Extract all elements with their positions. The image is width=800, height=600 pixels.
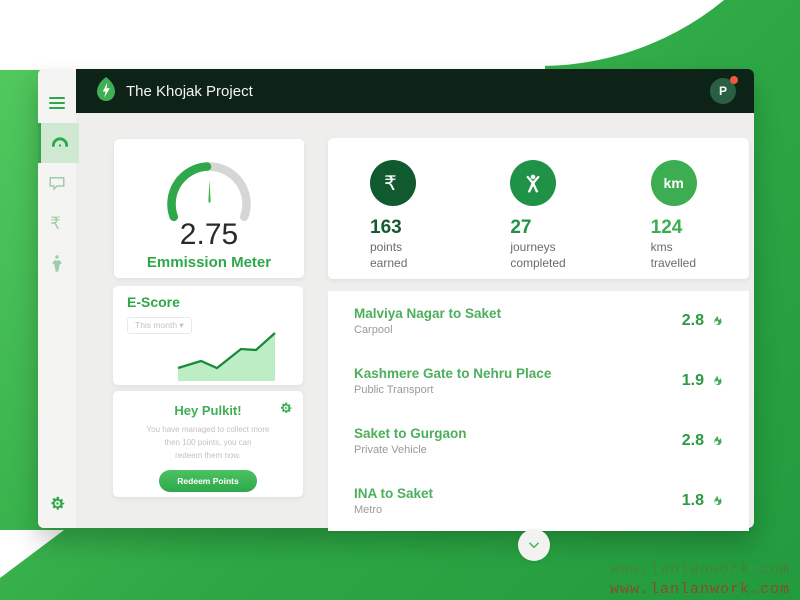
svg-text:₹: ₹ xyxy=(50,214,61,232)
svg-text:₹: ₹ xyxy=(384,173,397,194)
